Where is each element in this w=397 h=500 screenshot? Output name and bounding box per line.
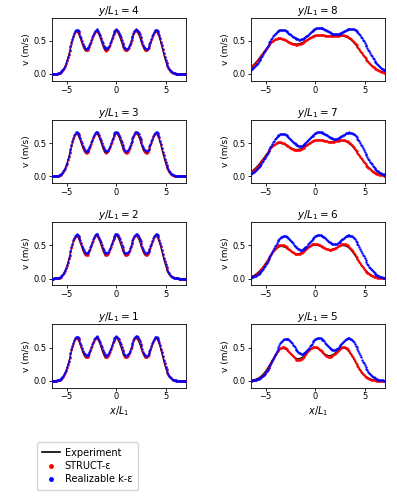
- Y-axis label: v (m/s): v (m/s): [22, 136, 31, 167]
- Y-axis label: v (m/s): v (m/s): [22, 238, 31, 270]
- Y-axis label: v (m/s): v (m/s): [221, 136, 230, 167]
- Title: $y/L_1 = 7$: $y/L_1 = 7$: [297, 106, 338, 120]
- Y-axis label: v (m/s): v (m/s): [22, 340, 31, 372]
- Title: $y/L_1 = 2$: $y/L_1 = 2$: [98, 208, 139, 222]
- Y-axis label: v (m/s): v (m/s): [221, 238, 230, 270]
- Y-axis label: v (m/s): v (m/s): [221, 340, 230, 372]
- Title: $y/L_1 = 1$: $y/L_1 = 1$: [98, 310, 139, 324]
- X-axis label: $x/L_1$: $x/L_1$: [109, 404, 129, 418]
- Legend: Experiment, STRUCT-ε, Realizable k-ε: Experiment, STRUCT-ε, Realizable k-ε: [37, 442, 138, 490]
- Title: $y/L_1 = 5$: $y/L_1 = 5$: [297, 310, 338, 324]
- Y-axis label: v (m/s): v (m/s): [22, 34, 31, 65]
- X-axis label: $x/L_1$: $x/L_1$: [308, 404, 328, 418]
- Title: $y/L_1 = 4$: $y/L_1 = 4$: [98, 4, 139, 18]
- Title: $y/L_1 = 6$: $y/L_1 = 6$: [297, 208, 339, 222]
- Title: $y/L_1 = 3$: $y/L_1 = 3$: [98, 106, 139, 120]
- Title: $y/L_1 = 8$: $y/L_1 = 8$: [297, 4, 339, 18]
- Y-axis label: v (m/s): v (m/s): [221, 34, 230, 65]
